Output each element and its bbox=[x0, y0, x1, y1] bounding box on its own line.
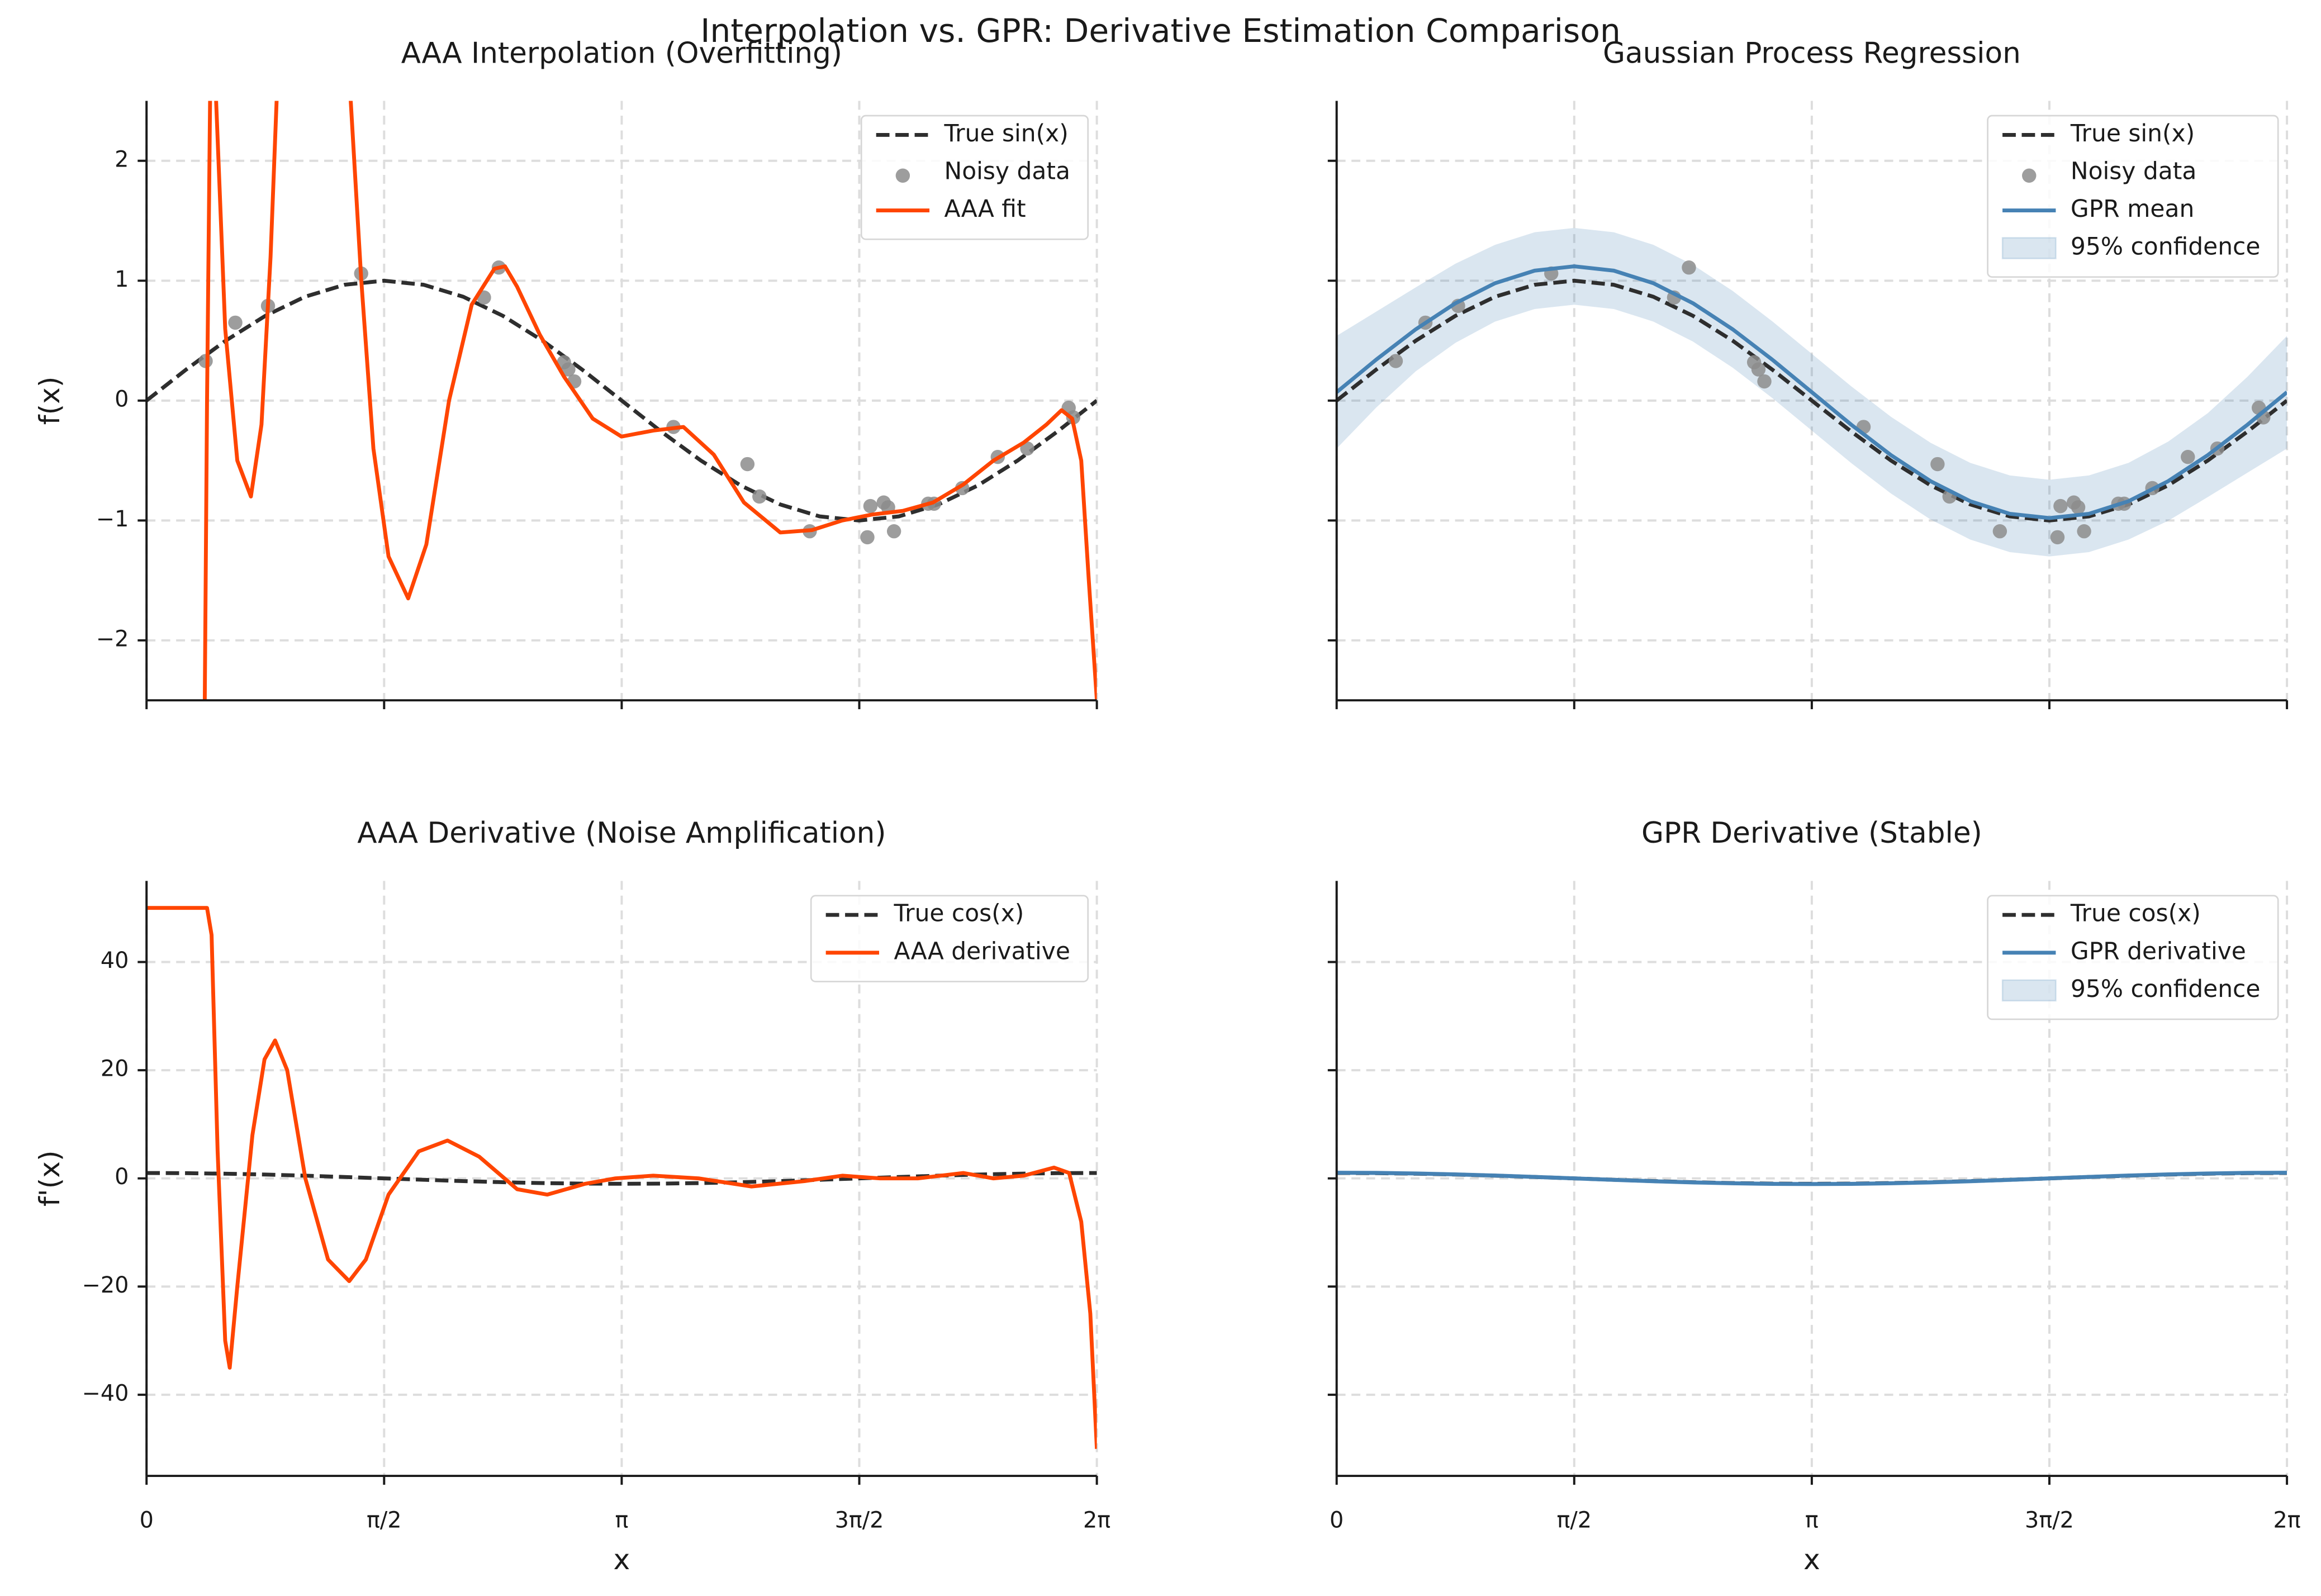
legend-label: Noisy data bbox=[2071, 157, 2196, 184]
subplot: −2 −1 0 1 2 AAA Interpolation (Overfitting) f(… bbox=[33, 36, 1098, 710]
subplot-title: AAA Interpolation (Overfitting) bbox=[401, 36, 842, 70]
x-tick-label: π/2 bbox=[367, 1508, 402, 1533]
data-point bbox=[2071, 500, 2086, 515]
line bbox=[1336, 264, 2287, 520]
x-tick-label: 3π/2 bbox=[2025, 1508, 2074, 1533]
line bbox=[146, 906, 1097, 1449]
data-point bbox=[1388, 354, 1403, 368]
data-point bbox=[1751, 362, 1766, 377]
legend-label: True cos(x) bbox=[894, 900, 1024, 927]
data-point bbox=[2053, 498, 2068, 514]
y-tick-label: 2 bbox=[115, 146, 129, 172]
line bbox=[1336, 1171, 2287, 1186]
data-point bbox=[2050, 530, 2065, 545]
legend: True cos(x) AAA derivative bbox=[810, 895, 1089, 982]
legend-label: AAA derivative bbox=[894, 937, 1070, 965]
y-tick-label: −40 bbox=[82, 1380, 129, 1406]
legend-label: 95% confidence bbox=[2071, 975, 2260, 1003]
legend-box bbox=[1987, 895, 2279, 1020]
data-point bbox=[863, 498, 878, 514]
plot-area bbox=[146, 906, 1097, 1449]
legend-label: GPR derivative bbox=[2071, 937, 2246, 965]
subplot-title: GPR Derivative (Stable) bbox=[1641, 816, 1982, 850]
legend-swatch bbox=[2022, 168, 2037, 183]
data-point bbox=[561, 362, 576, 377]
y-tick-label: 40 bbox=[101, 948, 129, 973]
legend-label: True sin(x) bbox=[2070, 120, 2195, 147]
legend-label: True sin(x) bbox=[944, 120, 1069, 147]
legend: True cos(x) GPR derivative 95% confidence bbox=[1987, 895, 2279, 1020]
data-point bbox=[2181, 449, 2195, 464]
data-point bbox=[1757, 374, 1772, 389]
data-point bbox=[752, 489, 767, 504]
data-point bbox=[1020, 441, 1034, 456]
y-tick-label: −20 bbox=[82, 1272, 129, 1298]
figure-title: Interpolation vs. GPR: Derivative Estima… bbox=[700, 12, 1621, 50]
legend: True sin(x) Noisy data AAA fit bbox=[860, 115, 1089, 240]
x-tick-label: π/2 bbox=[1556, 1508, 1592, 1533]
y-tick-label: 20 bbox=[101, 1056, 129, 1082]
y-axis-label: f(x) bbox=[33, 376, 66, 425]
data-point bbox=[886, 524, 901, 539]
legend-box bbox=[860, 115, 1089, 240]
x-tick-label: 0 bbox=[140, 1508, 154, 1533]
data-point bbox=[1682, 260, 1696, 275]
legend-box bbox=[810, 895, 1089, 982]
subplot: 0 π/2 π 3π/2 2π −40 −20 0 20 40 AAA Derivative (No… bbox=[33, 816, 1110, 1576]
data-point bbox=[228, 315, 243, 330]
data-point bbox=[860, 530, 875, 545]
legend-swatch bbox=[2001, 979, 2057, 1002]
data-point bbox=[740, 457, 755, 472]
data-point bbox=[2077, 524, 2091, 539]
legend-label: GPR mean bbox=[2071, 195, 2194, 222]
y-tick-label: −2 bbox=[96, 626, 129, 652]
x-tick-label: π bbox=[615, 1508, 628, 1533]
plot-area bbox=[146, 101, 1097, 701]
subplot: 0 π/2 π 3π/2 2π GPR Derivative (Stable) x True … bbox=[1327, 816, 2301, 1576]
y-tick-label: 0 bbox=[115, 386, 129, 412]
subplot-title: Gaussian Process Regression bbox=[1603, 36, 2021, 70]
data-point bbox=[1930, 457, 1945, 472]
y-tick-label: 0 bbox=[115, 1164, 129, 1190]
legend-label: AAA fit bbox=[944, 195, 1026, 222]
x-axis-label: x bbox=[614, 1543, 630, 1576]
plot-area bbox=[1336, 1170, 2287, 1186]
line bbox=[202, 101, 1097, 701]
legend-label: True cos(x) bbox=[2070, 900, 2201, 927]
y-axis-label: f'(x) bbox=[33, 1150, 66, 1206]
legend-swatch bbox=[895, 168, 910, 183]
legend-swatch bbox=[2001, 237, 2057, 259]
x-tick-label: 2π bbox=[2273, 1508, 2300, 1533]
data-point bbox=[1992, 524, 2007, 539]
x-tick-label: 2π bbox=[1083, 1508, 1110, 1533]
y-tick-label: −1 bbox=[96, 506, 129, 532]
x-tick-label: 0 bbox=[1330, 1508, 1344, 1533]
x-tick-label: 3π/2 bbox=[835, 1508, 884, 1533]
subplot: Gaussian Process Regression True sin(x) No… bbox=[1327, 36, 2289, 710]
legend-box bbox=[1987, 115, 2279, 278]
y-tick-label: 1 bbox=[115, 267, 129, 292]
legend-label: 95% confidence bbox=[2071, 233, 2260, 260]
legend-label: Noisy data bbox=[944, 157, 1070, 184]
plot-area bbox=[1336, 227, 2287, 557]
x-tick-label: π bbox=[1805, 1508, 1819, 1533]
x-axis-label: x bbox=[1803, 1543, 1820, 1576]
subplot-title: AAA Derivative (Noise Amplification) bbox=[357, 816, 886, 850]
legend: True sin(x) Noisy data GPR mean 95% confide… bbox=[1987, 115, 2279, 278]
